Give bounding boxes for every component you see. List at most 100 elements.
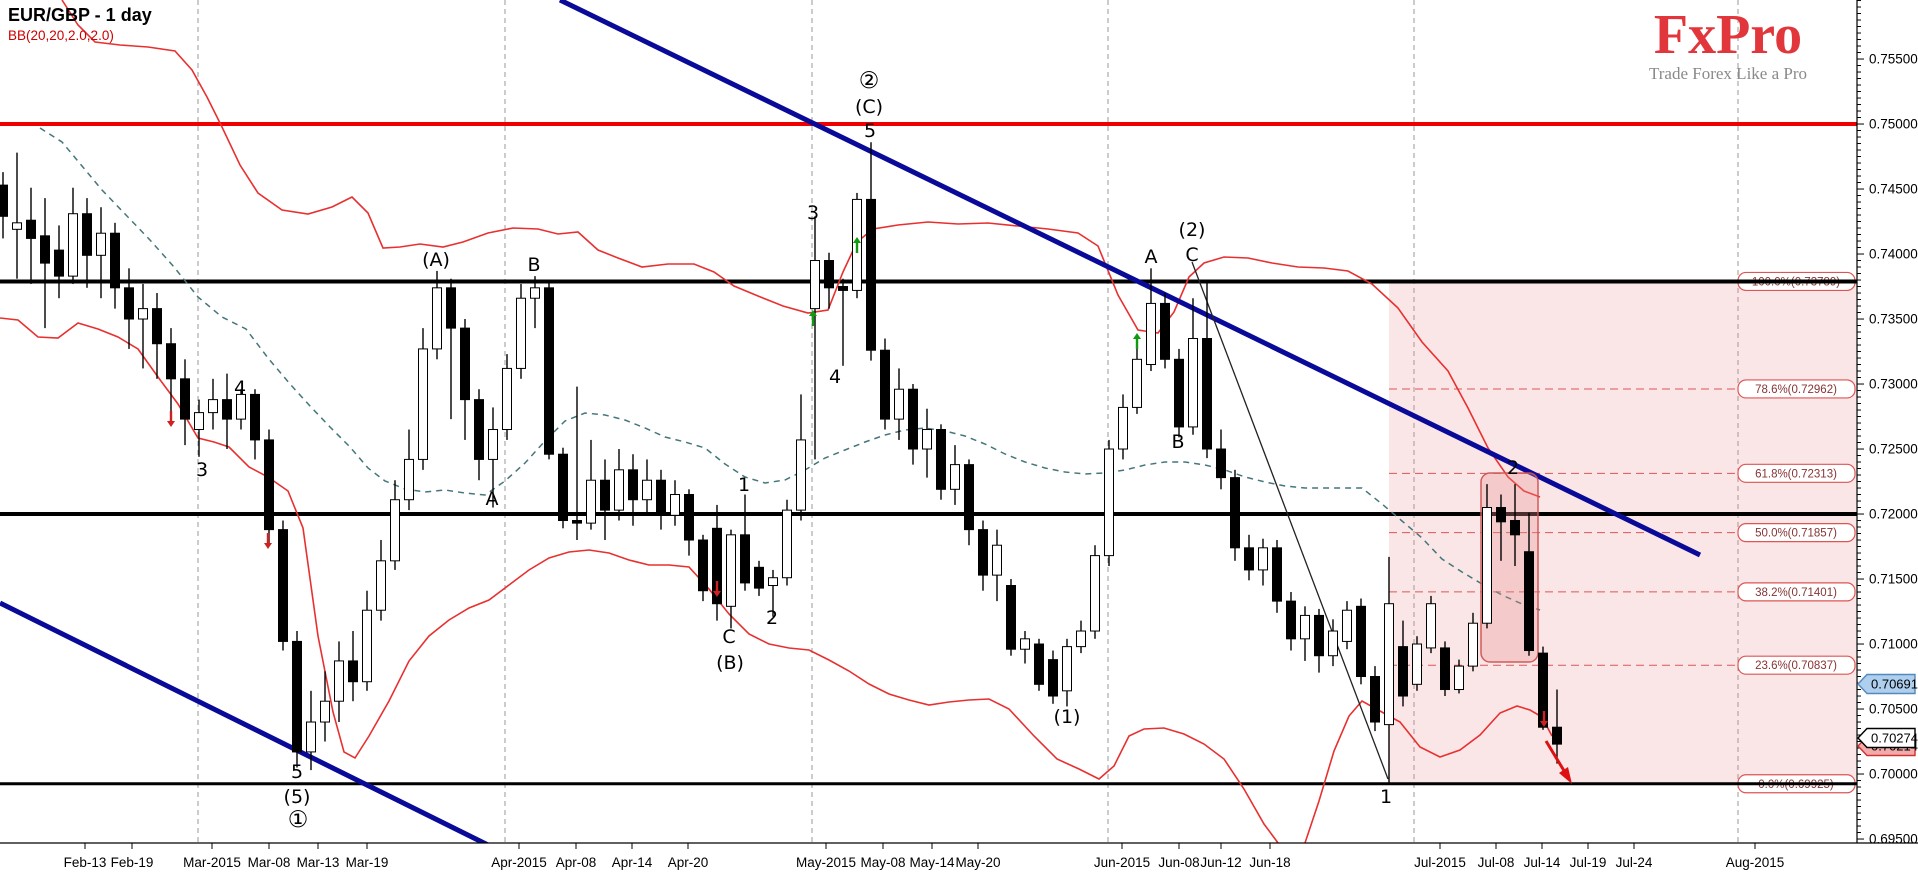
candle-body <box>194 412 204 431</box>
chart-text: 0.75000 <box>1869 117 1918 132</box>
fxpro-logo-text: FxPro <box>1653 4 1803 66</box>
candle-body <box>1118 406 1128 450</box>
chart-text: 23.6%(0.70837) <box>1755 660 1837 672</box>
chart-text: May-2015 <box>796 855 856 870</box>
candle-body <box>530 287 540 299</box>
projection-arrow-head <box>1559 767 1572 784</box>
fib-label-box <box>1737 523 1856 543</box>
chart-text: Jul-24 <box>1616 855 1653 870</box>
fib-label-box <box>1737 463 1856 483</box>
candle-body <box>656 479 666 516</box>
candle-body <box>1314 614 1324 657</box>
candle-body <box>110 232 120 289</box>
candle-body <box>726 534 736 607</box>
chart-text: Aug-2015 <box>1726 855 1785 870</box>
chart-text: 0.75500 <box>1869 52 1918 67</box>
candle-body <box>82 213 92 256</box>
candle-body <box>964 464 974 531</box>
projection-arrow <box>1544 740 1568 775</box>
candle-body <box>1006 585 1016 650</box>
candle-body <box>180 378 190 420</box>
chart-text: Mar-13 <box>297 855 340 870</box>
time-axis-bg[interactable] <box>0 843 1918 876</box>
chart-text: Jul-14 <box>1524 855 1561 870</box>
candle-body <box>978 529 988 576</box>
candle-body <box>166 343 176 380</box>
chart-text: 3 <box>196 459 208 481</box>
candle-body <box>1020 638 1030 650</box>
chart-text: 1 <box>738 474 750 496</box>
candle-body <box>0 184 8 217</box>
candle-body <box>516 297 526 369</box>
candle-body <box>1370 676 1380 723</box>
candle-body <box>838 286 848 291</box>
chart-text: ① <box>288 807 309 833</box>
candle-body <box>1090 555 1100 632</box>
candle-body <box>138 308 148 320</box>
candle-body <box>1188 338 1198 428</box>
candle-body <box>1496 507 1506 523</box>
candle-body <box>1552 726 1562 745</box>
candle-body <box>1160 302 1170 360</box>
candle-body <box>1048 659 1058 697</box>
chart-text: 5 <box>291 761 303 783</box>
fib-label-box <box>1737 582 1856 602</box>
candle-body <box>558 453 568 522</box>
chart-text: Feb-13 <box>64 855 107 870</box>
chart-text: 0.71000 <box>1869 637 1918 652</box>
candle-body <box>68 213 78 277</box>
candle-body <box>1384 603 1394 726</box>
chart-text: Apr-08 <box>556 855 597 870</box>
candle-body <box>908 388 918 450</box>
candle-body <box>1328 630 1338 657</box>
candle-body <box>432 287 442 350</box>
chart-text: A <box>1145 246 1158 268</box>
chart-text: (5) <box>284 786 311 808</box>
candle-body <box>404 458 414 501</box>
candle-body <box>1538 652 1548 728</box>
candle-body <box>950 464 960 490</box>
candle-body <box>1510 520 1520 536</box>
chart-text: 0.73000 <box>1869 377 1918 392</box>
candle-body <box>152 308 162 345</box>
chart-text: Jul-08 <box>1478 855 1515 870</box>
chart-text: B <box>527 254 540 276</box>
candle-body <box>684 494 694 541</box>
candle-body <box>712 527 722 605</box>
price-tag-text: 0.70691 <box>1871 677 1918 692</box>
candle-body <box>922 429 932 450</box>
candle-body <box>390 499 400 562</box>
chart-text: 61.8%(0.72313) <box>1755 468 1837 480</box>
candle-body <box>418 348 428 460</box>
bb-upper-band <box>61 0 1541 498</box>
candle-body <box>894 388 904 420</box>
candle-body <box>740 534 750 584</box>
chart-text: 50.0%(0.71857) <box>1755 528 1837 540</box>
chart-text: 4 <box>829 366 841 388</box>
candle-body <box>1132 358 1142 408</box>
candle-body <box>1440 647 1450 691</box>
candle-body <box>1062 646 1072 692</box>
candle-body <box>1146 302 1156 366</box>
chart-text: C <box>722 626 735 648</box>
candle-body <box>810 260 820 310</box>
chart-text: Apr-14 <box>612 855 653 870</box>
chart-text: 2 <box>766 607 778 629</box>
chart-text: Jul-19 <box>1570 855 1607 870</box>
candle-body <box>1426 603 1436 649</box>
candle-body <box>754 566 764 589</box>
chart-text: 0.74000 <box>1869 247 1918 262</box>
candle-body <box>320 700 330 723</box>
candle-body <box>614 469 624 511</box>
indicator-label: BB(20,20,2.0,2.0) <box>8 28 114 43</box>
chart-text: B <box>1171 431 1184 453</box>
chart-text: 0.74500 <box>1869 182 1918 197</box>
candle-body <box>670 494 680 516</box>
chart-text: 0.72500 <box>1869 442 1918 457</box>
candle-body <box>12 222 22 230</box>
candle-body <box>628 469 638 501</box>
chart-text: 0.70500 <box>1869 702 1918 717</box>
chart-text: 5 <box>864 120 876 142</box>
candle-body <box>1230 477 1240 549</box>
